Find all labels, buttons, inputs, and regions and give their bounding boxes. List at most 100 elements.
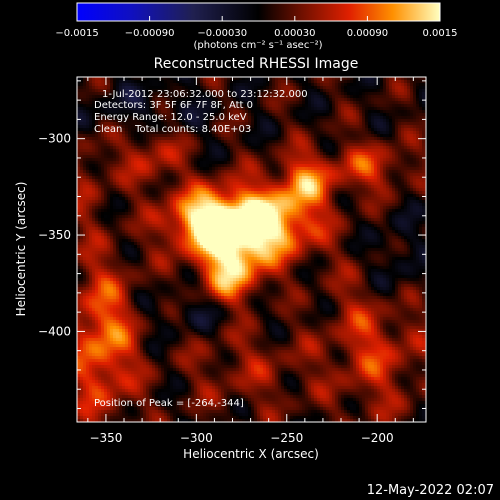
heatmap-cell [383,98,386,101]
heatmap-cell [77,197,80,200]
heatmap-cell [215,167,218,170]
heatmap-cell [380,113,383,116]
heatmap-cell [380,188,383,191]
heatmap-cell [326,95,329,98]
heatmap-cell [329,125,332,128]
heatmap-cell [137,179,140,182]
heatmap-cell [323,101,326,104]
heatmap-cell [215,176,218,179]
heatmap-cell [386,176,389,179]
heatmap-cell [413,86,416,89]
heatmap-cell [167,83,170,86]
heatmap-cell [314,182,317,185]
heatmap-cell [311,155,314,158]
heatmap-cell [236,200,239,203]
heatmap-cell [299,173,302,176]
heatmap-cell [407,110,410,113]
heatmap-cell [335,158,338,161]
heatmap-cell [332,185,335,188]
heatmap-cell [272,173,275,176]
heatmap-cell [272,191,275,194]
heatmap-cell [290,86,293,89]
heatmap-cell [86,122,89,125]
heatmap-cell [233,185,236,188]
heatmap-cell [338,170,341,173]
heatmap-cell [179,110,182,113]
heatmap-cell [263,158,266,161]
heatmap-cell [224,107,227,110]
heatmap-cell [254,194,257,197]
heatmap-cell [170,200,173,203]
heatmap-cell [338,77,341,80]
heatmap-cell [299,104,302,107]
heatmap-cell [242,83,245,86]
heatmap-cell [239,197,242,200]
heatmap-cell [344,92,347,95]
heatmap-cell [98,113,101,116]
heatmap-cell [77,113,80,116]
heatmap-cell [146,200,149,203]
heatmap-cell [191,176,194,179]
heatmap-cell [143,143,146,146]
heatmap-cell [320,104,323,107]
heatmap-cell [260,161,263,164]
heatmap-cell [377,194,380,197]
heatmap-cell [194,119,197,122]
heatmap-cell [179,167,182,170]
heatmap-cell [191,128,194,131]
heatmap-cell [167,128,170,131]
heatmap-cell [305,173,308,176]
heatmap-cell [149,146,152,149]
heatmap-cell [155,146,158,149]
heatmap-cell [290,188,293,191]
heatmap-cell [227,80,230,83]
heatmap-cell [125,167,128,170]
heatmap-cell [404,95,407,98]
heatmap-cell [278,131,281,134]
heatmap-cell [221,200,224,203]
heatmap-cell [359,134,362,137]
heatmap-cell [155,101,158,104]
heatmap-cell [95,113,98,116]
heatmap-cell [251,89,254,92]
heatmap-cell [197,80,200,83]
heatmap-cell [335,191,338,194]
heatmap-cell [80,161,83,164]
heatmap-cell [353,116,356,119]
heatmap-cell [245,158,248,161]
heatmap-cell [110,101,113,104]
heatmap-cell [272,98,275,101]
heatmap-cell [104,188,107,191]
heatmap-cell [257,110,260,113]
heatmap-cell [320,146,323,149]
heatmap-cell [215,185,218,188]
heatmap-cell [206,179,209,182]
heatmap-cell [128,95,131,98]
heatmap-cell [236,176,239,179]
heatmap-cell [395,98,398,101]
heatmap-cell [182,77,185,80]
heatmap-cell [185,200,188,203]
heatmap-cell [266,179,269,182]
heatmap-cell [107,134,110,137]
heatmap-cell [233,128,236,131]
heatmap-cell [377,104,380,107]
heatmap-cell [380,173,383,176]
heatmap-cell [80,116,83,119]
heatmap-cell [287,164,290,167]
heatmap-cell [110,176,113,179]
heatmap-cell [272,158,275,161]
heatmap-cell [302,89,305,92]
heatmap-cell [167,197,170,200]
heatmap-cell [407,101,410,104]
heatmap-cell [344,149,347,152]
heatmap-cell [356,152,359,155]
heatmap-cell [284,143,287,146]
heatmap-cell [182,191,185,194]
heatmap-cell [386,134,389,137]
heatmap-cell [356,116,359,119]
heatmap-cell [257,134,260,137]
heatmap-cell [134,149,137,152]
heatmap-cell [206,137,209,140]
